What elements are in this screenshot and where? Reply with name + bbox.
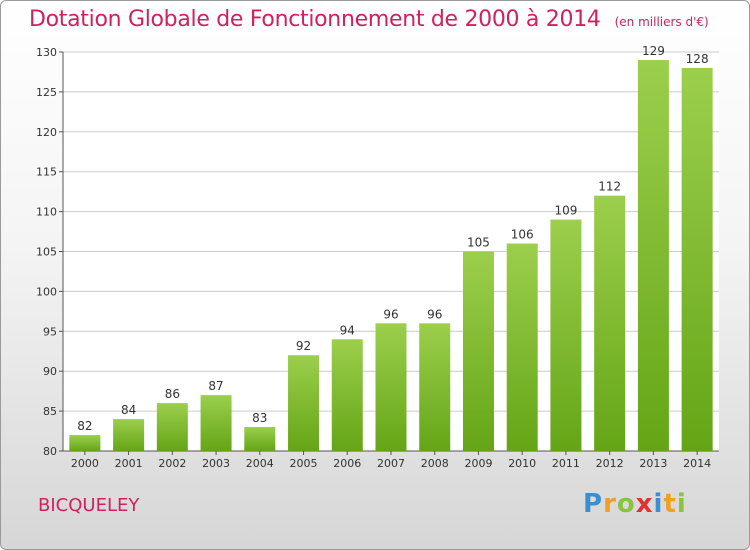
bar bbox=[506, 243, 538, 451]
y-tick-label: 125 bbox=[36, 86, 57, 99]
bar-value-label: 109 bbox=[554, 204, 577, 218]
x-tick-label: 2010 bbox=[508, 457, 536, 470]
bar bbox=[331, 339, 363, 451]
x-tick-label: 2004 bbox=[246, 457, 274, 470]
x-tick-label: 2014 bbox=[683, 457, 711, 470]
proxiti-logo: Proxiti bbox=[583, 489, 687, 519]
bar-value-label: 96 bbox=[383, 307, 398, 321]
bar-value-label: 83 bbox=[252, 411, 267, 425]
y-tick-label: 130 bbox=[36, 46, 57, 59]
x-tick-label: 2006 bbox=[333, 457, 361, 470]
bar bbox=[156, 403, 188, 451]
x-tick-label: 2001 bbox=[115, 457, 143, 470]
place-name: BICQUELEY bbox=[38, 495, 140, 516]
logo-letter: i bbox=[653, 489, 664, 519]
bar-value-label: 128 bbox=[686, 52, 709, 66]
x-tick-label: 2007 bbox=[377, 457, 405, 470]
x-tick-label: 2000 bbox=[71, 457, 99, 470]
y-tick-label: 115 bbox=[36, 166, 57, 179]
bar-value-label: 86 bbox=[165, 387, 180, 401]
chart-title: Dotation Globale de Fonctionnement de 20… bbox=[29, 7, 709, 32]
bar-value-label: 105 bbox=[467, 236, 490, 250]
y-tick-label: 105 bbox=[36, 246, 57, 259]
bar-value-label: 82 bbox=[77, 419, 92, 433]
x-tick-label: 2002 bbox=[158, 457, 186, 470]
bar bbox=[419, 323, 451, 451]
bar bbox=[550, 219, 582, 451]
y-tick-label: 90 bbox=[43, 365, 57, 378]
bar bbox=[637, 59, 669, 451]
bar bbox=[244, 427, 276, 451]
bar-value-label: 129 bbox=[642, 44, 665, 58]
x-tick-label: 2011 bbox=[552, 457, 580, 470]
x-tick-label: 2005 bbox=[290, 457, 318, 470]
y-tick-label: 120 bbox=[36, 126, 57, 139]
logo-letter: x bbox=[635, 489, 654, 519]
logo-letter: i bbox=[676, 489, 687, 519]
bar bbox=[288, 355, 320, 451]
x-tick-label: 2009 bbox=[464, 457, 492, 470]
x-tick-label: 2013 bbox=[639, 457, 667, 470]
y-tick-label: 100 bbox=[36, 285, 57, 298]
y-tick-label: 85 bbox=[43, 405, 57, 418]
logo-letter: P bbox=[583, 489, 604, 519]
x-tick-label: 2012 bbox=[596, 457, 624, 470]
bar bbox=[200, 395, 232, 451]
bar-value-label: 112 bbox=[598, 180, 621, 194]
y-tick-label: 110 bbox=[36, 206, 57, 219]
logo-letter: r bbox=[603, 489, 617, 519]
logo-letter: o bbox=[616, 489, 636, 519]
logo-letter: t bbox=[663, 489, 677, 519]
bar bbox=[113, 419, 145, 451]
bar-value-label: 84 bbox=[121, 403, 136, 417]
bar-value-label: 94 bbox=[340, 323, 355, 337]
chart-title-text: Dotation Globale de Fonctionnement de 20… bbox=[29, 7, 601, 32]
bar bbox=[681, 67, 713, 452]
x-tick-label: 2003 bbox=[202, 457, 230, 470]
bar bbox=[594, 195, 626, 451]
bar-value-label: 96 bbox=[427, 307, 442, 321]
bar-value-label: 87 bbox=[208, 379, 223, 393]
chart-subtitle: (en milliers d'€) bbox=[614, 15, 709, 29]
y-tick-label: 80 bbox=[43, 445, 57, 458]
y-tick-label: 95 bbox=[43, 325, 57, 338]
bar bbox=[69, 435, 101, 451]
bar-value-label: 92 bbox=[296, 339, 311, 353]
bar-value-label: 106 bbox=[511, 228, 534, 242]
bar bbox=[462, 251, 494, 451]
bar bbox=[375, 323, 407, 451]
x-tick-label: 2008 bbox=[421, 457, 449, 470]
